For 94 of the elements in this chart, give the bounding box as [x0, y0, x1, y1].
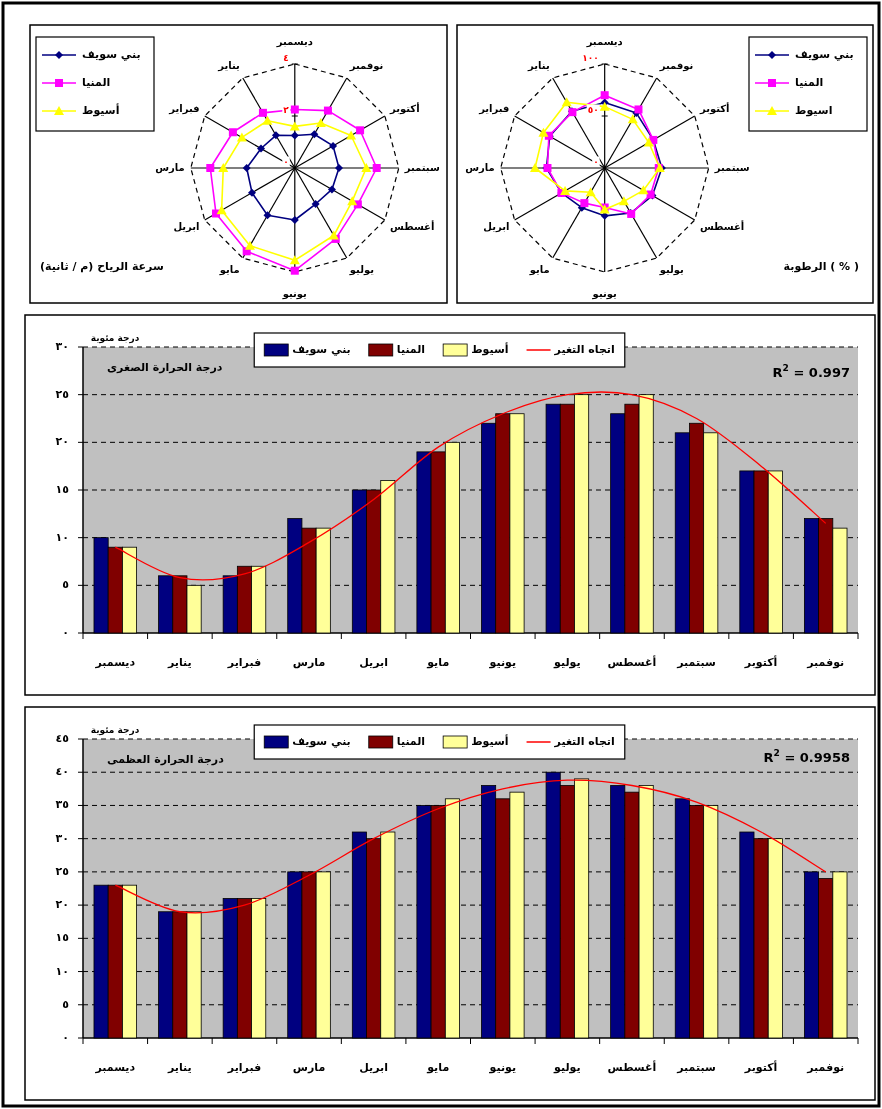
y-tick-label: ٤٠	[55, 765, 69, 779]
annotation: R$^{2}$ = 0.9958	[763, 747, 850, 765]
spoke-label: مايو	[528, 264, 550, 277]
legend-label: اتجاه التغير	[553, 735, 615, 748]
legend-label: أسيوط	[471, 734, 509, 748]
legend-label: أسيوط	[82, 103, 120, 117]
y-tick-label: ٢٥	[55, 387, 70, 401]
spoke-label: يونيو	[281, 288, 308, 300]
spoke-label: ديسمبر	[585, 36, 623, 48]
spoke-label: يناير	[527, 59, 550, 72]
spoke-label: يناير	[217, 59, 241, 72]
x-tick-label: نوفمبر	[806, 1061, 845, 1074]
legend-label: المنيا	[396, 343, 426, 356]
y-tick-label: ٤٥	[55, 732, 70, 745]
y-tick-label: ٠	[593, 156, 599, 167]
y-tick-label: ٢٠	[55, 898, 69, 912]
legend-label: بني سويف	[82, 48, 141, 61]
spoke-label: نوفمبر	[658, 59, 694, 72]
legend-label: أسيوط	[471, 342, 509, 356]
y-tick-label: ٠	[283, 156, 289, 167]
legend-label: بني سويف	[292, 343, 351, 356]
spoke-label: أكتوبر	[698, 102, 730, 115]
y-tick-label: ٢	[283, 104, 290, 115]
spoke-label: سبتمبر	[713, 162, 750, 174]
legend-label: المنيا	[396, 735, 426, 748]
y-tick-label: ٢٠	[55, 435, 69, 449]
x-tick-label: يوليو	[553, 1061, 581, 1074]
y-tick-label: ٢٥	[55, 864, 70, 878]
spoke-label: ديسمبر	[275, 36, 313, 48]
spoke-label: مارس	[465, 162, 495, 174]
text: الرطوبة ( % )	[783, 260, 859, 273]
y-tick-label: ٤	[283, 52, 289, 63]
y-tick-label: ١٠	[55, 964, 69, 978]
y-tick-label: ٣٠	[55, 831, 69, 845]
text: درجة الحرارة العظمى	[107, 753, 225, 766]
y-tick-label: ١٥	[55, 931, 70, 945]
legend-label: اتجاه التغير	[553, 343, 615, 356]
y-tick-label: ١٠٠	[582, 52, 599, 63]
spoke-label: فبراير	[168, 103, 200, 115]
y-tick-label: ٥٠	[587, 104, 599, 115]
legend-label: بني سويف	[292, 735, 351, 748]
y-tick-label: ٥	[62, 578, 70, 592]
legend-label: اسيوط	[795, 104, 833, 117]
x-tick-label: يونيو	[488, 656, 517, 669]
y-axis-title: درجة مئوية	[90, 332, 140, 344]
y-tick-label: ٠	[62, 626, 69, 639]
x-tick-label: سبتمبر	[676, 656, 716, 669]
x-tick-label: مايو	[426, 1061, 450, 1074]
x-tick-label: مايو	[426, 656, 450, 669]
x-tick-label: يناير	[167, 656, 192, 669]
x-tick-label: يناير	[167, 1061, 192, 1074]
line-series	[114, 779, 827, 914]
legend-label: المنيا	[795, 76, 824, 89]
x-tick-label: مارس	[292, 656, 326, 669]
y-tick-label: ٠	[62, 1031, 69, 1044]
spoke-label: يوليو	[348, 264, 375, 277]
spoke-label: مارس	[155, 162, 185, 174]
spoke-label: أغسطس	[699, 220, 745, 233]
y-tick-label: ١٠	[55, 530, 69, 544]
y-tick-label: ٣٥	[55, 798, 70, 812]
y-tick-label: ١٥	[55, 483, 70, 496]
x-tick-label: يونيو	[488, 1061, 517, 1074]
x-tick-label: مارس	[292, 1061, 326, 1074]
x-tick-label: أكتوبر	[743, 1060, 778, 1074]
spoke-label: سبتمبر	[403, 162, 440, 174]
text: درجة الحرارة الصغرى	[107, 361, 223, 374]
legend-label: بني سويف	[795, 48, 854, 61]
x-tick-label: ابريل	[359, 656, 388, 669]
x-tick-label: أكتوبر	[743, 655, 778, 669]
spoke-label: يوليو	[658, 264, 685, 277]
spoke-label: أغسطس	[390, 220, 435, 233]
x-tick-label: فبراير	[226, 656, 262, 669]
spoke-label: ابريل	[483, 221, 510, 233]
x-tick-label: فبراير	[226, 1061, 262, 1074]
x-tick-label: ابريل	[359, 1061, 388, 1074]
annotation: R$^{2}$ = 0.997	[772, 362, 850, 380]
y-tick-label: ٣٠	[55, 340, 69, 353]
text: سرعة الرياح (م / ثانية)	[40, 260, 164, 273]
spoke-label: ابريل	[173, 221, 200, 233]
legend-label: المنيا	[82, 76, 111, 89]
x-tick-label: سبتمبر	[676, 1061, 716, 1074]
x-tick-label: ديسمبر	[94, 1061, 136, 1074]
spoke-label: مايو	[218, 264, 240, 277]
spoke-label: نوفمبر	[348, 59, 384, 72]
x-tick-label: أغسطس	[607, 655, 657, 669]
x-tick-label: ديسمبر	[94, 656, 136, 669]
x-tick-label: نوفمبر	[806, 656, 845, 669]
spoke-label: يونيو	[591, 288, 617, 300]
x-tick-label: يوليو	[553, 656, 581, 669]
y-tick-label: ٥	[62, 997, 70, 1011]
spoke-label: أكتوبر	[389, 102, 420, 115]
spoke-label: فبراير	[478, 103, 510, 115]
y-axis-title: درجة مئوية	[90, 724, 140, 736]
x-tick-label: أغسطس	[607, 1060, 657, 1074]
